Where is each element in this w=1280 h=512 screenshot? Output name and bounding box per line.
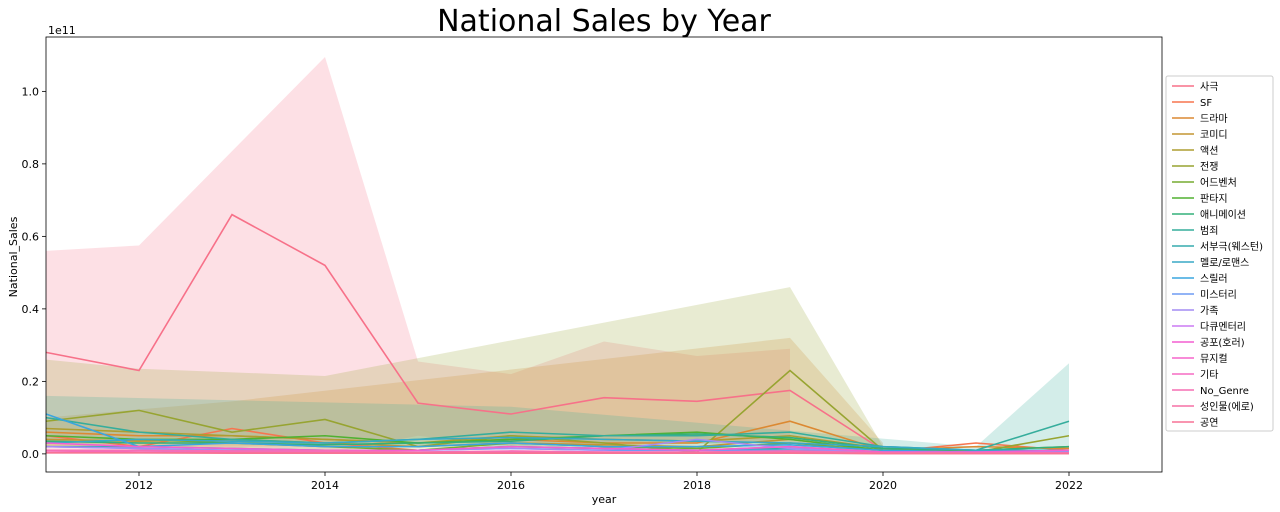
x-tick-label: 2020 (869, 479, 897, 492)
y-tick-label: 0.0 (22, 448, 40, 461)
confidence-band-2 (46, 337, 883, 454)
confidence-band-5 (46, 287, 883, 454)
legend-label: 가족 (1200, 305, 1218, 317)
legend-label: 드라마 (1200, 113, 1228, 125)
legend-label: 성인물(에로) (1200, 401, 1254, 413)
y-tick-label: 0.8 (22, 158, 40, 171)
confidence-band-0 (46, 56, 790, 454)
x-axis-label: year (592, 493, 617, 506)
y-tick-label: 0.4 (22, 303, 40, 316)
legend-label: 판타지 (1200, 193, 1228, 205)
legend-label: 공연 (1200, 417, 1218, 429)
y-tick-label: 0.6 (22, 230, 40, 243)
plot-area-frame (45, 36, 1163, 473)
x-tick-label: 2022 (1055, 479, 1083, 492)
legend-label: 기타 (1200, 369, 1218, 381)
legend-label: 애니메이션 (1200, 209, 1246, 221)
legend-label: 사극 (1200, 81, 1218, 93)
chart-title: National Sales by Year (437, 4, 771, 39)
y-axis-label: National_Sales (7, 216, 20, 297)
confidence-bands (46, 56, 1069, 454)
legend-label: 다큐멘터리 (1200, 321, 1246, 333)
y-axis-ticks: 0.0 0.2 0.4 0.6 0.8 1.0 (22, 85, 46, 461)
legend-label: 스릴러 (1200, 272, 1228, 285)
legend-label: 코미디 (1200, 129, 1228, 141)
legend-label: No_Genre (1200, 386, 1249, 397)
x-tick-label: 2014 (311, 479, 339, 492)
x-tick-label: 2012 (125, 479, 153, 492)
legend-label: 액션 (1200, 145, 1218, 157)
y-offset-label: 1e11 (48, 24, 76, 37)
series-lines (45, 213, 1070, 455)
y-tick-label: 0.2 (22, 375, 40, 388)
x-tick-label: 2016 (497, 479, 525, 492)
legend-label: 멜로/로맨스 (1200, 257, 1249, 269)
legend-label: 전쟁 (1200, 161, 1218, 173)
x-tick-label: 2018 (683, 479, 711, 492)
legend-label: 뮤지컬 (1200, 352, 1228, 365)
legend-label: 어드벤처 (1200, 177, 1237, 189)
x-axis-ticks: 2012 2014 2016 2018 2020 2022 (125, 472, 1083, 492)
legend-label: 범죄 (1200, 225, 1218, 237)
series-line-21 (46, 451, 1069, 455)
legend-label: 미스터리 (1200, 289, 1237, 301)
legend-label: SF (1200, 98, 1212, 109)
series-line-12 (45, 413, 1070, 453)
legend-label: 공포(호러) (1200, 337, 1245, 349)
confidence-band-9 (46, 363, 1069, 454)
series-line-11 (45, 436, 1069, 452)
y-tick-label: 1.0 (22, 85, 40, 98)
legend-label: 서부극(웨스턴) (1200, 241, 1263, 253)
